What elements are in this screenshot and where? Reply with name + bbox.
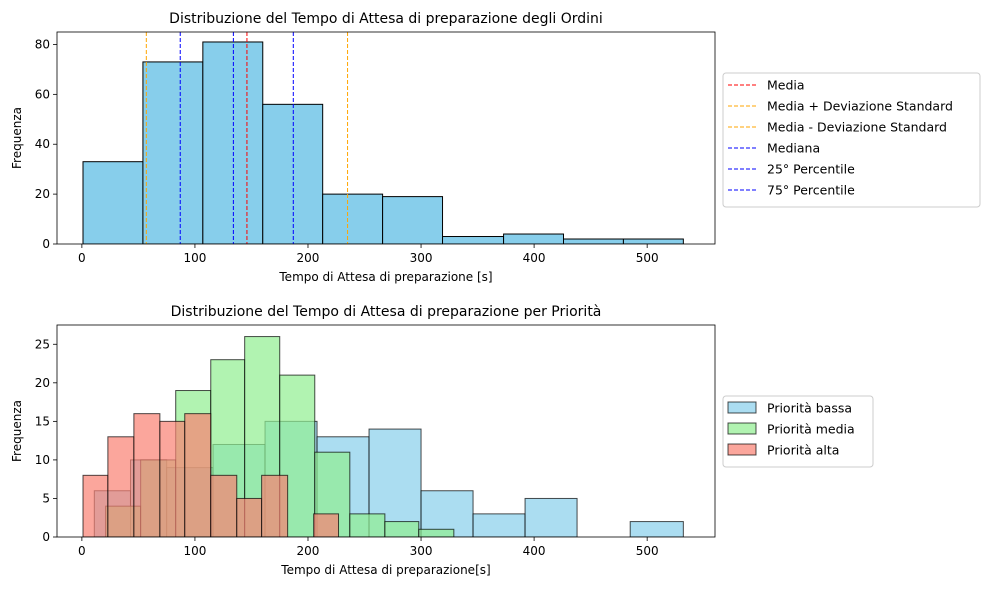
chart-bottom-xtick-label-1: 100 — [183, 544, 206, 558]
chart-top-ytick-label-2: 40 — [35, 137, 50, 151]
chart-top-xtick-label-2: 200 — [297, 251, 320, 265]
chart-bottom-bar-s1-7 — [349, 513, 386, 537]
chart-bottom-axes: 0 100 200 300 400 500 0 5 10 15 20 25 — [35, 324, 716, 558]
chart-bottom-frame — [56, 324, 716, 538]
chart-top-xtick-label-1: 100 — [183, 251, 206, 265]
chart-top-ytick-label-4: 80 — [35, 37, 50, 51]
chart-bottom-bar-s1-9 — [418, 528, 455, 537]
chart-bottom-xtick-label-3: 300 — [410, 544, 433, 558]
chart-top-legend-label-4: 25° Percentile — [767, 162, 855, 177]
chart-bottom-bar-s2-1 — [107, 436, 135, 537]
chart-bottom-bar-s2-2 — [133, 413, 161, 537]
chart-top-legend-label-3: Mediana — [767, 141, 820, 156]
chart-bottom-bars — [82, 336, 684, 537]
chart-top-xlabel: Tempo di Attesa di preparazione [s] — [278, 270, 492, 284]
chart-top-ytick-label-0: 0 — [42, 237, 50, 251]
chart-top-title: Distribuzione del Tempo di Attesa di pre… — [169, 11, 603, 27]
chart-top-ytick-label-1: 20 — [35, 187, 50, 201]
chart-bottom: Distribuzione del Tempo di Attesa di pre… — [10, 304, 874, 577]
chart-bottom-legend-box — [722, 395, 874, 468]
chart-top-bar-s0-3 — [262, 103, 324, 244]
chart-top-ylabel: Frequenza — [10, 107, 24, 169]
chart-bottom-bar-s2-3 — [159, 420, 186, 537]
chart-bottom-bar-s1-8 — [384, 521, 420, 537]
chart-bottom-bar-s0-8 — [472, 513, 526, 537]
chart-bottom-ytick-label-4: 20 — [35, 376, 50, 390]
chart-bottom-legend: Priorità bassa Priorità media Priorità alt… — [722, 395, 874, 468]
chart-bottom-bar-s0-11 — [629, 521, 684, 537]
chart-bottom-bar-s2-6 — [236, 497, 263, 537]
chart-bottom-xtick-label-2: 200 — [297, 544, 320, 558]
chart-bottom-legend-label-2: Priorità alta — [767, 443, 839, 458]
chart-bottom-bar-s0-9 — [524, 497, 578, 537]
chart-bottom-legend-label-0: Priorità bassa — [767, 401, 852, 416]
chart-bottom-ytick-label-3: 15 — [35, 414, 50, 428]
chart-bottom-bar-s2-5 — [210, 474, 238, 537]
chart-top-xtick-label-3: 300 — [410, 251, 433, 265]
chart-top-legend-label-5: 75° Percentile — [767, 183, 855, 198]
chart-top-ytick-label-3: 60 — [35, 87, 50, 101]
chart-bottom-ytick-label-1: 5 — [42, 491, 50, 505]
chart-top-legend-box — [722, 72, 981, 208]
chart-top-bar-s0-4 — [322, 193, 384, 244]
chart-top-legend-label-2: Media - Deviazione Standard — [767, 120, 947, 135]
chart-bottom-ytick-label-5: 25 — [35, 337, 50, 351]
chart-bottom-bar-s2-0 — [82, 474, 109, 537]
chart-bottom-legend-swatch-1 — [727, 422, 757, 435]
chart-bottom-xtick-label-5: 500 — [636, 544, 659, 558]
chart-bottom-xtick-label-4: 400 — [523, 544, 546, 558]
chart-top-xtick-label-4: 400 — [523, 251, 546, 265]
chart-bottom-legend-label-1: Priorità media — [767, 422, 855, 437]
chart-bottom-bar-s2-7 — [261, 474, 289, 537]
chart-bottom-bar-s2-4 — [184, 413, 212, 537]
chart-top-bar-s0-2 — [202, 41, 264, 244]
chart-bottom-xlabel: Tempo di Attesa di preparazione[s] — [280, 563, 490, 577]
chart-bottom-title: Distribuzione del Tempo di Attesa di pre… — [171, 304, 602, 320]
chart-bottom-ytick-label-2: 10 — [35, 453, 50, 467]
chart-top-vlines — [145, 32, 349, 244]
chart-top: Distribuzione del Tempo di Attesa di pre… — [10, 11, 981, 284]
chart-top-axes: 0 100 200 300 400 500 0 20 40 60 80 — [35, 31, 716, 265]
chart-bottom-legend-swatch-2 — [727, 443, 757, 456]
chart-top-bar-s0-0 — [82, 161, 144, 244]
chart-top-legend-label-1: Media + Deviazione Standard — [767, 99, 953, 114]
chart-top-bar-s0-1 — [142, 61, 204, 244]
chart-top-bar-s0-7 — [503, 233, 565, 244]
chart-top-bar-s0-6 — [442, 236, 505, 244]
chart-bottom-bar-s2-9 — [313, 513, 340, 537]
chart-top-legend-label-0: Media — [767, 78, 805, 93]
chart-bottom-ytick-label-0: 0 — [42, 530, 50, 544]
chart-top-bars — [82, 41, 684, 244]
chart-top-xtick-label-5: 500 — [636, 251, 659, 265]
chart-top-bar-s0-8 — [563, 238, 624, 244]
chart-top-frame — [56, 31, 716, 245]
chart-top-xtick-label-0: 0 — [78, 251, 86, 265]
chart-bottom-ylabel: Frequenza — [10, 400, 24, 462]
chart-top-bar-s0-5 — [382, 196, 444, 244]
chart-bottom-xtick-label-0: 0 — [78, 544, 86, 558]
chart-top-bar-s0-9 — [622, 238, 684, 244]
chart-top-legend: Media Media + Deviazione Standard Media - … — [722, 72, 981, 208]
chart-bottom-legend-swatch-0 — [727, 401, 757, 414]
